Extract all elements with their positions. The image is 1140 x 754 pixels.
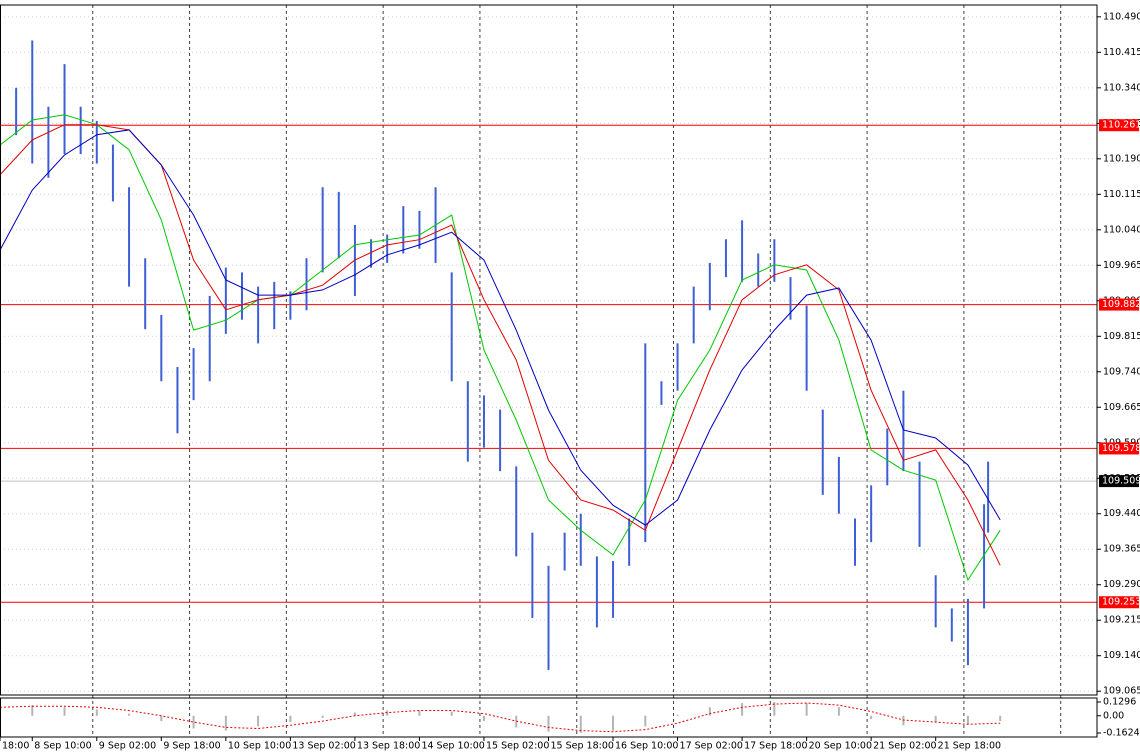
level-label: 109.578 — [1102, 443, 1140, 454]
y-tick-label: 0.00 — [1103, 710, 1124, 721]
histogram-bar — [386, 710, 389, 716]
y-tick-label: 110.415 — [1103, 47, 1140, 58]
histogram-bar — [482, 715, 485, 722]
plot-frame — [0, 697, 1098, 738]
plot-frame — [0, 4, 1098, 696]
histogram-bar — [902, 715, 905, 726]
histogram-bar — [837, 707, 840, 716]
x-tick-label: 10 Sep 10:00 — [228, 741, 291, 752]
y-tick-label: 109.365 — [1103, 544, 1140, 555]
x-tick-label: 15 Sep 02:00 — [486, 741, 549, 752]
x-tick-label: 13 Sep 18:00 — [357, 741, 420, 752]
y-tick-label: 109.140 — [1103, 650, 1140, 661]
x-tick-label: 9 Sep 02:00 — [99, 741, 156, 752]
signal-line — [0, 702, 1001, 733]
moving-average — [0, 129, 1001, 526]
histogram-bar — [966, 715, 969, 725]
histogram-bar — [805, 703, 808, 716]
histogram-bar — [63, 707, 66, 716]
histogram-bar — [741, 703, 744, 716]
histogram-bar — [547, 715, 550, 732]
moving-average — [0, 124, 1001, 566]
x-tick-label: 17 Sep 18:00 — [744, 741, 807, 752]
x-tick-label: 21 Sep 02:00 — [873, 741, 936, 752]
histogram-bar — [773, 701, 776, 716]
histogram-bar — [450, 711, 453, 716]
histogram-bar — [224, 715, 227, 731]
x-tick-label: 14 Sep 10:00 — [421, 741, 484, 752]
histogram-bar — [192, 715, 195, 729]
histogram-bar — [676, 714, 679, 716]
x-tick-label: 15 Sep 18:00 — [551, 741, 614, 752]
level-label: 109.882 — [1102, 299, 1140, 310]
level-label-box — [1099, 596, 1139, 609]
moving-average — [0, 114, 1001, 582]
level-label-box — [1099, 119, 1139, 132]
x-tick-label: 8 Sep 10:00 — [34, 741, 91, 752]
y-tick-label: 109.965 — [1103, 260, 1140, 271]
histogram-bar — [289, 715, 292, 723]
level-label: 109.253 — [1102, 597, 1140, 608]
histogram-bar — [644, 715, 647, 727]
x-tick-label: 16 Sep 10:00 — [615, 741, 678, 752]
histogram-bar — [708, 707, 711, 716]
histogram-bar — [160, 715, 163, 722]
histogram-bar — [95, 709, 98, 716]
price-label: 109.509 — [1102, 476, 1140, 487]
y-tick-label: 109.215 — [1103, 615, 1140, 626]
histogram-bar — [353, 712, 356, 716]
price-label-box — [1099, 475, 1139, 488]
histogram-bar — [31, 705, 34, 716]
y-tick-label: 110.115 — [1103, 189, 1140, 200]
x-tick-label: 20 Sep 10:00 — [809, 741, 872, 752]
histogram-bar — [579, 715, 582, 733]
histogram-bar — [321, 715, 324, 718]
x-tick-label: 17 Sep 02:00 — [680, 741, 743, 752]
y-tick-label: -0.1624 — [1103, 728, 1140, 739]
y-tick-label: 109.665 — [1103, 402, 1140, 413]
x-tick-label: 18:00 — [2, 741, 29, 752]
histogram-bar — [999, 715, 1002, 722]
y-tick-label: 110.340 — [1103, 82, 1140, 93]
x-tick-label: 21 Sep 18:00 — [938, 741, 1001, 752]
x-tick-label: 9 Sep 18:00 — [163, 741, 220, 752]
level-label-box — [1099, 298, 1139, 311]
level-label: 110.261 — [1102, 120, 1140, 131]
y-tick-label: 109.290 — [1103, 579, 1140, 590]
y-tick-label: 110.040 — [1103, 224, 1140, 235]
y-tick-label: 109.065 — [1103, 686, 1140, 697]
y-tick-label: 110.190 — [1103, 153, 1140, 164]
histogram-bar — [418, 710, 421, 716]
y-tick-label: 109.815 — [1103, 331, 1140, 342]
level-label-box — [1099, 442, 1139, 455]
y-tick-label: 109.440 — [1103, 508, 1140, 519]
histogram-bar — [934, 715, 937, 723]
histogram-bar — [612, 715, 615, 731]
histogram-bar — [870, 715, 873, 719]
histogram-bar — [128, 713, 131, 716]
y-tick-label: 109.740 — [1103, 366, 1140, 377]
y-tick-label: 0.1296 — [1103, 697, 1136, 708]
x-tick-label: 13 Sep 02:00 — [292, 741, 355, 752]
histogram-bar — [257, 715, 260, 727]
y-tick-label: 110.490 — [1103, 11, 1140, 22]
